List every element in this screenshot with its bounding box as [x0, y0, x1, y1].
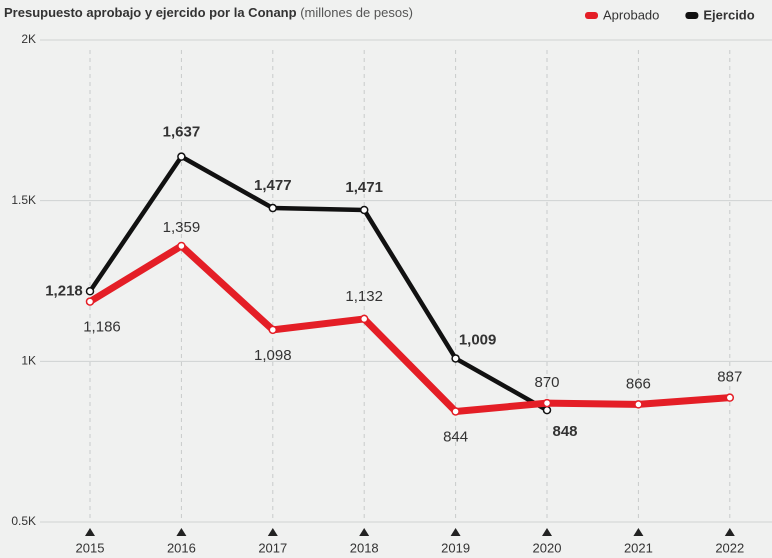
chart-title: Presupuesto aprobajo y ejercido por la C… [4, 5, 413, 20]
point [177, 152, 186, 161]
point [85, 297, 95, 306]
legend-label: Ejercido [703, 7, 754, 22]
y-tick-label: 1K [21, 354, 36, 368]
data-label: 1,471 [345, 179, 383, 196]
y-tick-label: 0.5K [11, 514, 36, 528]
tick-marker [359, 528, 370, 536]
legend: Aprobado Ejercido [585, 7, 755, 22]
x-tick-label: 2016 [167, 540, 196, 555]
tick-marker [85, 528, 95, 536]
x-tick-label: 2022 [715, 540, 744, 555]
data-label: 1,218 [45, 282, 83, 299]
data-label: 866 [626, 375, 651, 392]
x-tick-label: 2021 [624, 540, 653, 555]
tick-marker [542, 528, 552, 536]
y-tick-label: 1.5K [11, 193, 36, 207]
x-tick-label: 2020 [533, 540, 562, 555]
x-tick-label: 2017 [258, 540, 287, 555]
data-label: 1,186 [83, 319, 121, 336]
tick-marker [633, 528, 644, 536]
point [725, 393, 735, 402]
data-label: 1,009 [459, 331, 497, 348]
data-label: 1,359 [163, 219, 201, 236]
series-line [88, 242, 731, 415]
tick-marker [724, 528, 735, 536]
data-label: 1,477 [254, 177, 292, 194]
point [634, 400, 643, 409]
point [542, 405, 552, 415]
point [268, 203, 278, 213]
tick-marker [450, 528, 461, 536]
data-label: 1,098 [254, 347, 292, 364]
x-tick-label: 2018 [350, 540, 379, 555]
series-line [88, 154, 549, 413]
point [85, 287, 95, 296]
point [451, 407, 460, 416]
legend-swatch [585, 12, 598, 19]
subtitle: (millones de pesos) [300, 5, 413, 20]
legend-swatch [685, 12, 699, 19]
x-tick-label: 2015 [76, 540, 105, 555]
point [451, 354, 460, 363]
point [359, 205, 369, 215]
data-label: 848 [552, 423, 577, 440]
y-tick-label: 2K [21, 32, 36, 46]
legend-label: Aprobado [603, 7, 659, 22]
data-label: 844 [443, 428, 468, 445]
point [359, 314, 369, 324]
point [177, 241, 186, 251]
point [268, 325, 278, 335]
x-tick-label: 2019 [441, 540, 470, 555]
data-label: 887 [717, 369, 742, 386]
tick-marker [176, 528, 187, 536]
point [542, 398, 552, 408]
title-text: Presupuesto aprobajo y ejercido por la C… [4, 5, 297, 20]
data-label: 870 [534, 374, 559, 391]
data-label: 1,132 [345, 288, 383, 305]
data-label: 1,637 [163, 124, 201, 141]
tick-marker [267, 528, 278, 536]
